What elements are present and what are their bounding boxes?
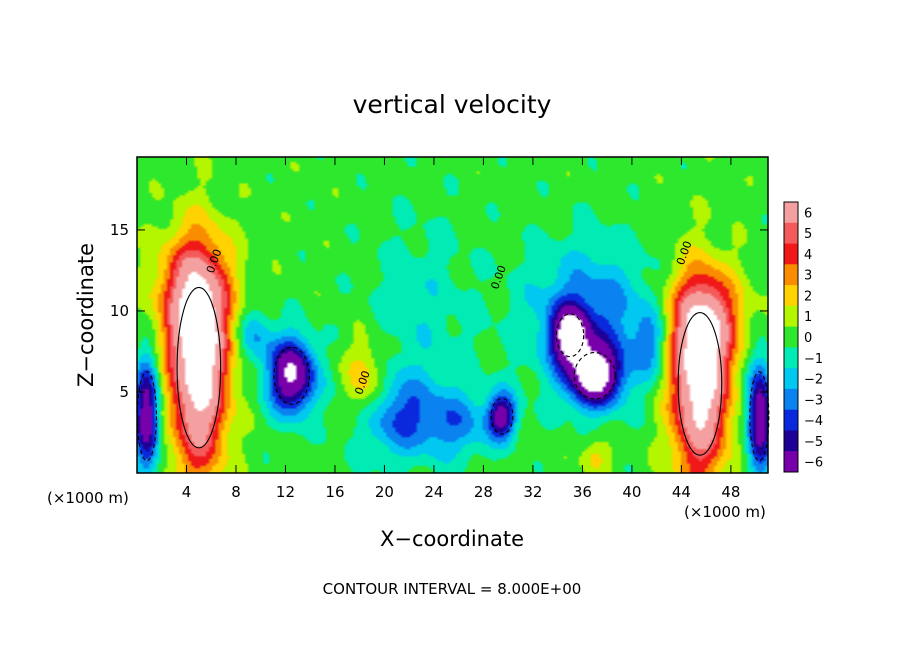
x-tick-label: 36: [573, 483, 592, 501]
x-tick-label: 20: [375, 483, 394, 501]
contour-line: [136, 371, 157, 462]
colorbar-swatch: [784, 305, 798, 328]
velocity-field: [137, 157, 768, 473]
x-tick-label: 16: [325, 483, 344, 501]
contour-interval-note: CONTOUR INTERVAL = 8.000E+00: [323, 580, 582, 598]
y-tick-label: 10: [110, 302, 129, 320]
colorbar-swatch: [784, 388, 798, 411]
colorbar-swatch: [784, 347, 798, 369]
contour-line: [273, 346, 310, 405]
colorbar-tick-label: 6: [804, 206, 812, 221]
x-tick-label: 48: [721, 483, 740, 501]
colorbar-swatch: [784, 264, 798, 286]
plot-frame: [136, 156, 769, 474]
colorbar-swatch: [784, 368, 798, 390]
x-tick-label: 44: [672, 483, 691, 501]
colorbar-tick-label: −4: [804, 414, 823, 429]
x-unit-left: (×1000 m): [47, 489, 129, 507]
plot-area: 0.000.000.000.00: [136, 156, 770, 474]
colorbar-tick-label: 3: [804, 269, 812, 284]
contour-line: [555, 313, 585, 358]
x-tick-label: 12: [276, 483, 295, 501]
contour-line: [677, 312, 723, 456]
x-tick-label: 40: [622, 483, 641, 501]
colorbar-swatch: [784, 243, 798, 265]
colorbar-tick-label: 0: [804, 331, 812, 346]
contour-line: [490, 397, 514, 435]
y-tick-label: 5: [119, 383, 129, 401]
colorbar-tick-label: 2: [804, 289, 812, 304]
colorbar-frame: [783, 201, 799, 473]
colorbar-tick-label: 4: [804, 248, 812, 263]
colorbar-tick-label: −6: [804, 456, 823, 471]
x-tick-label: 28: [474, 483, 493, 501]
x-tick-label: 32: [523, 483, 542, 501]
colorbar-tick-label: −2: [804, 373, 823, 388]
colorbar-swatch: [784, 430, 798, 452]
x-tick-label: 24: [424, 483, 443, 501]
colorbar-swatch: [784, 222, 798, 245]
x-tick-label: 4: [182, 483, 192, 501]
colorbar-tick-label: −1: [804, 352, 823, 367]
contour-line: [176, 286, 222, 449]
x-unit-right: (×1000 m): [684, 503, 766, 521]
colorbar-swatch: [784, 202, 798, 224]
colorbar-swatch: [784, 451, 798, 473]
x-axis-label: X−coordinate: [380, 527, 524, 551]
colorbar-swatch: [784, 285, 798, 307]
y-axis: 5 10 15: [110, 221, 768, 401]
colorbar-tick-label: −5: [804, 435, 823, 450]
colorbar: 6 5 4 3 2 1 0 −1 −2 −3 −4 −5 −6: [783, 201, 823, 473]
colorbar-tick-label: 5: [804, 227, 812, 242]
colorbar-swatch: [784, 326, 798, 348]
chart-title: vertical velocity: [353, 90, 552, 119]
x-axis: 4 8 12 16 20 24 28 32 36 40 44 48: [182, 157, 740, 501]
contour-line: [749, 371, 770, 462]
colorbar-tick-label: −3: [804, 393, 823, 408]
contour-line: [573, 352, 616, 400]
y-tick-label: 15: [110, 221, 129, 239]
y-axis-label: Z−coordinate: [74, 243, 98, 387]
colorbar-swatch: [784, 409, 798, 431]
colorbar-tick-label: 1: [804, 310, 812, 325]
x-tick-label: 8: [231, 483, 241, 501]
